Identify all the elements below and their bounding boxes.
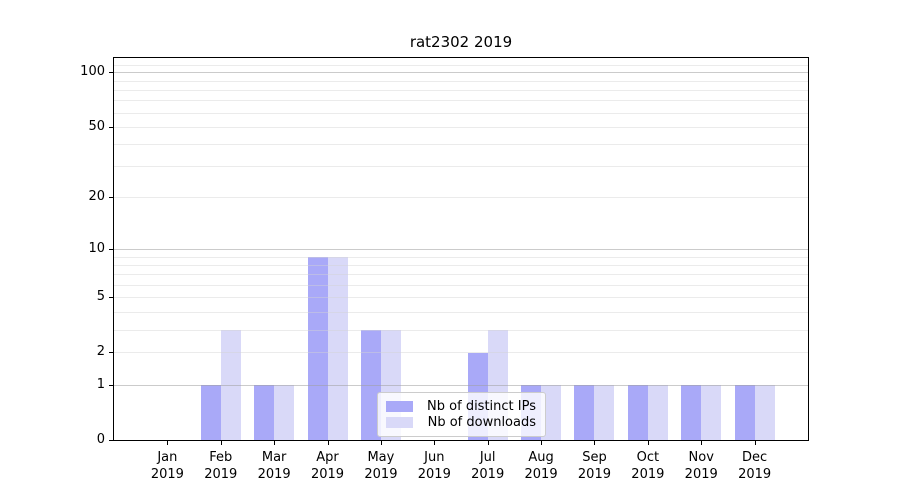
legend-entry-distinct-ips: Nb of distinct IPs xyxy=(386,399,536,414)
legend-swatch-downloads xyxy=(386,417,413,428)
y-tick xyxy=(109,384,113,386)
y-tick-label: 20 xyxy=(88,189,105,205)
y-tick xyxy=(109,440,113,441)
x-tick xyxy=(594,441,596,445)
gridline-minor xyxy=(114,297,808,299)
bar-downloads xyxy=(327,256,348,440)
x-tick-label: Sep 2019 xyxy=(577,450,611,482)
x-tick-label: Feb 2019 xyxy=(204,450,238,482)
bar-distinct-ips xyxy=(734,384,755,440)
y-tick-label: 50 xyxy=(88,118,105,134)
gridline-minor xyxy=(114,80,808,82)
bar-downloads xyxy=(754,384,775,440)
gridline-minor xyxy=(114,256,808,258)
gridline-major xyxy=(114,384,808,386)
x-tick xyxy=(327,441,329,445)
gridline-minor xyxy=(114,166,808,168)
y-tick xyxy=(109,249,113,250)
gridline-minor xyxy=(114,311,808,313)
bar-distinct-ips xyxy=(627,384,648,440)
x-tick-label: May 2019 xyxy=(364,450,398,482)
gridline-minor xyxy=(114,352,808,354)
x-tick xyxy=(274,441,276,445)
x-tick-label: Apr 2019 xyxy=(310,450,345,482)
x-tick-label: Dec 2019 xyxy=(738,450,772,482)
plot-area xyxy=(113,57,809,441)
legend-label-distinct-ips: Nb of distinct IPs xyxy=(427,399,536,414)
x-tick xyxy=(487,441,489,445)
bar-distinct-ips xyxy=(574,384,595,440)
x-tick-label: Oct 2019 xyxy=(631,450,665,482)
bar-downloads xyxy=(647,384,668,440)
y-tick xyxy=(109,126,113,128)
bar-downloads xyxy=(274,384,295,440)
y-tick-label: 5 xyxy=(96,289,105,305)
gridline-minor xyxy=(114,89,808,91)
bar-distinct-ips xyxy=(200,384,221,440)
y-tick-label: 0 xyxy=(96,432,105,447)
legend: Nb of distinct IPs Nb of downloads xyxy=(377,392,546,437)
y-tick xyxy=(109,197,113,199)
legend-entry-downloads: Nb of downloads xyxy=(386,415,536,430)
x-tick xyxy=(701,441,703,445)
x-tick-label: Jan 2019 xyxy=(150,450,184,482)
x-tick-label: Nov 2019 xyxy=(684,450,718,482)
gridline-minor xyxy=(114,100,808,102)
legend-swatch-distinct-ips xyxy=(386,401,413,412)
y-tick-label: 100 xyxy=(80,64,105,80)
gridline-minor xyxy=(114,112,808,114)
x-tick-label: Jun 2019 xyxy=(417,450,451,482)
bar-downloads xyxy=(541,384,562,440)
y-tick-label: 2 xyxy=(96,344,105,360)
gridline-major xyxy=(114,72,808,74)
bar-downloads xyxy=(594,384,615,440)
x-tick xyxy=(167,441,169,445)
gridline-minor xyxy=(114,329,808,331)
x-tick-label: Jul 2019 xyxy=(471,450,505,482)
y-tick-label: 1 xyxy=(96,376,105,392)
gridline-minor xyxy=(114,144,808,146)
x-tick xyxy=(647,441,649,445)
bar-downloads xyxy=(701,384,722,440)
y-tick xyxy=(109,297,113,299)
x-tick-label: Aug 2019 xyxy=(524,450,558,482)
x-tick xyxy=(754,441,756,445)
gridline-minor xyxy=(114,274,808,276)
bar-distinct-ips xyxy=(254,384,275,440)
bar-distinct-ips xyxy=(307,256,328,440)
x-tick-label: Mar 2019 xyxy=(257,450,291,482)
legend-label-downloads: Nb of downloads xyxy=(427,415,536,430)
gridline-minor xyxy=(114,285,808,286)
y-tick-label: 10 xyxy=(88,241,105,256)
gridline-major xyxy=(114,249,808,250)
x-tick xyxy=(380,441,382,445)
chart-title: rat2302 2019 xyxy=(409,33,513,51)
x-tick xyxy=(434,441,436,445)
gridline-minor xyxy=(114,264,808,266)
y-tick xyxy=(109,352,113,354)
gridline-minor xyxy=(114,64,808,66)
gridline-minor xyxy=(114,126,808,128)
x-tick xyxy=(220,441,222,445)
x-tick xyxy=(541,441,543,445)
bar-distinct-ips xyxy=(681,384,702,440)
y-tick xyxy=(109,72,113,74)
gridline-minor xyxy=(114,197,808,199)
